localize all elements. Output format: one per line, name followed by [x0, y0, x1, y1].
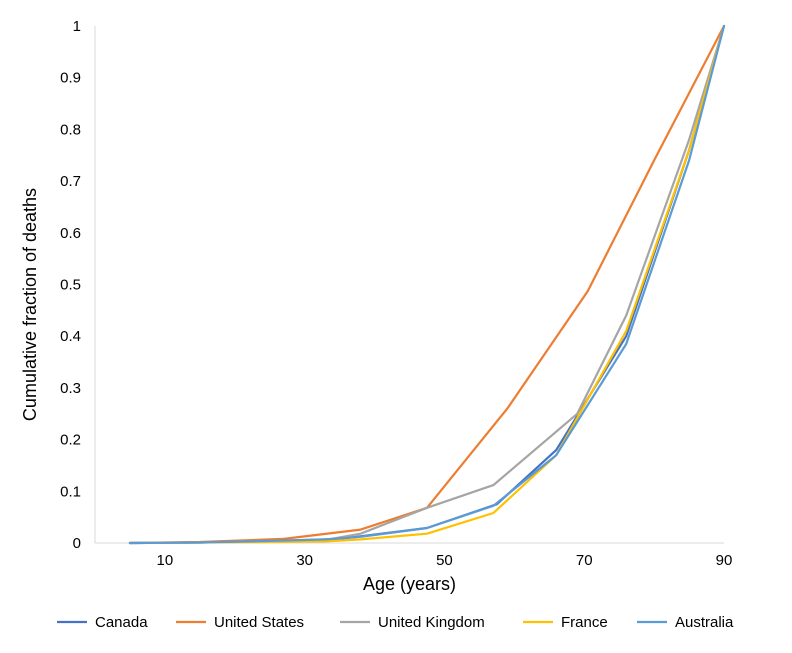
x-tick-label: 50 [436, 552, 453, 569]
y-tick-label: 1 [73, 18, 81, 35]
x-tick-label: 90 [716, 552, 733, 569]
legend-item-united-kingdom: United Kingdom [340, 614, 485, 631]
x-tick-label: 70 [576, 552, 593, 569]
y-axis-title: Cumulative fraction of deaths [20, 188, 40, 421]
legend-item-canada: Canada [57, 614, 148, 631]
legend: Canada United States United Kingdom France A… [57, 614, 734, 631]
x-axis-title: Age (years) [363, 574, 456, 594]
legend-item-united-states: United States [176, 614, 304, 631]
y-tick-label: 0.8 [60, 121, 81, 138]
series-lines [128, 24, 726, 545]
series-line-united-states [128, 24, 726, 545]
y-tick-label: 0 [73, 535, 81, 552]
legend-item-france: France [523, 614, 608, 631]
x-axis-ticks: 10 30 50 70 90 [157, 552, 733, 569]
y-tick-label: 0.6 [60, 225, 81, 242]
x-tick-label: 10 [157, 552, 174, 569]
legend-label: Australia [675, 614, 734, 631]
y-tick-label: 0.2 [60, 432, 81, 449]
plot-area [94, 26, 724, 544]
y-tick-label: 0.9 [60, 70, 81, 87]
legend-label: Canada [95, 614, 148, 631]
series-line-france [128, 24, 726, 545]
x-tick-label: 30 [296, 552, 313, 569]
series-line-australia [128, 24, 726, 545]
legend-item-australia: Australia [637, 614, 734, 631]
series-line-canada [128, 24, 726, 545]
y-tick-label: 0.1 [60, 483, 81, 500]
legend-label: United Kingdom [378, 614, 485, 631]
legend-label: United States [214, 614, 304, 631]
y-axis-ticks: 0 0.1 0.2 0.3 0.4 0.5 0.6 0.7 0.8 0.9 1 [60, 18, 81, 552]
y-tick-label: 0.4 [60, 328, 81, 345]
series-line-united-kingdom [128, 24, 726, 545]
y-tick-label: 0.5 [60, 277, 81, 294]
y-tick-label: 0.7 [60, 173, 81, 190]
legend-label: France [561, 614, 608, 631]
y-tick-label: 0.3 [60, 380, 81, 397]
